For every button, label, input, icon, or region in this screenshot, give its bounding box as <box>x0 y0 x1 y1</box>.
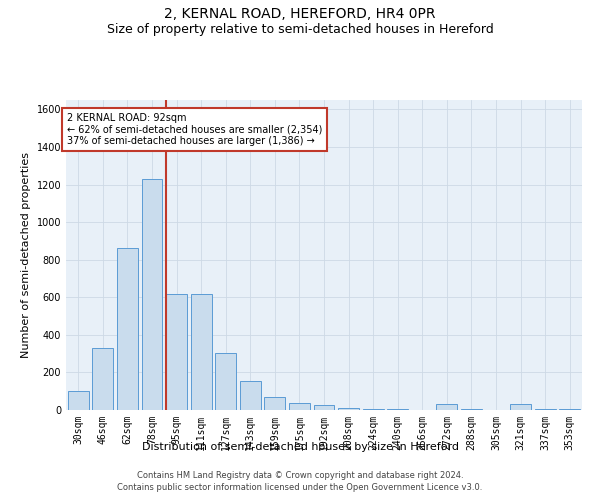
Text: 2, KERNAL ROAD, HEREFORD, HR4 0PR: 2, KERNAL ROAD, HEREFORD, HR4 0PR <box>164 8 436 22</box>
Bar <box>240 381 261 410</box>
Bar <box>436 404 457 410</box>
Text: Contains HM Land Registry data © Crown copyright and database right 2024.
Contai: Contains HM Land Registry data © Crown c… <box>118 471 482 492</box>
Bar <box>92 348 113 410</box>
Bar <box>461 409 482 410</box>
Text: 2 KERNAL ROAD: 92sqm
← 62% of semi-detached houses are smaller (2,354)
37% of se: 2 KERNAL ROAD: 92sqm ← 62% of semi-detac… <box>67 113 323 146</box>
Text: Size of property relative to semi-detached houses in Hereford: Size of property relative to semi-detach… <box>107 22 493 36</box>
Bar <box>510 404 531 410</box>
Bar <box>215 352 236 410</box>
Text: Distribution of semi-detached houses by size in Hereford: Distribution of semi-detached houses by … <box>142 442 458 452</box>
Bar <box>166 294 187 410</box>
Bar <box>338 408 359 410</box>
Bar <box>265 397 286 410</box>
Bar <box>117 248 138 410</box>
Bar <box>535 409 556 410</box>
Bar <box>559 409 580 410</box>
Y-axis label: Number of semi-detached properties: Number of semi-detached properties <box>21 152 31 358</box>
Bar <box>68 391 89 410</box>
Bar <box>142 179 163 410</box>
Bar <box>362 409 383 410</box>
Bar <box>191 294 212 410</box>
Bar <box>314 406 334 410</box>
Bar <box>387 409 408 410</box>
Bar <box>289 404 310 410</box>
